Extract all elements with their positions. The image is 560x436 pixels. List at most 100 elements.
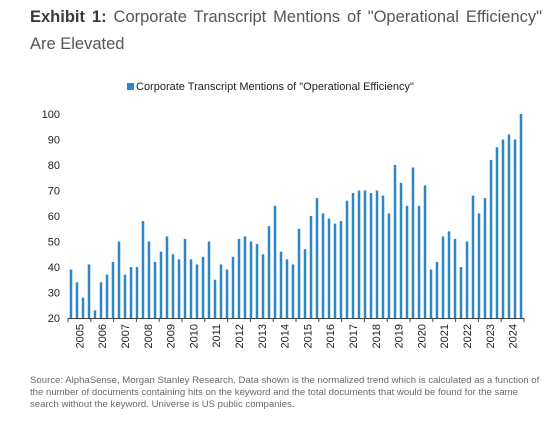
bar [417, 205, 421, 318]
x-tick-label: 2009 [166, 324, 178, 348]
bar [141, 221, 145, 318]
bar [171, 254, 175, 318]
bar [489, 159, 493, 318]
bar [363, 190, 367, 318]
bar [195, 264, 199, 318]
bar [237, 238, 241, 318]
bar [165, 236, 169, 318]
x-tick-label: 2012 [234, 324, 246, 348]
bar [441, 236, 445, 318]
bar [183, 238, 187, 318]
y-tick-label: 20 [48, 313, 60, 325]
y-tick-label: 80 [48, 160, 60, 172]
bar [321, 213, 325, 318]
bar [429, 269, 433, 318]
x-axis: 2005 2006 2007 2008 2009 2010 2011 2012 2013 2014… [67, 318, 525, 348]
bar [255, 244, 259, 318]
bar [249, 241, 253, 318]
bar-chart: Corporate Transcript Mentions of "Operat… [42, 81, 525, 348]
x-tick-label: 2015 [302, 324, 314, 348]
bar [345, 200, 349, 318]
bar [315, 198, 319, 318]
bar [291, 264, 295, 318]
bar [393, 165, 397, 318]
bar [405, 205, 409, 318]
bar [87, 264, 91, 318]
bar [189, 259, 193, 318]
bar [483, 198, 487, 318]
bar [309, 216, 313, 318]
bar [513, 139, 517, 318]
x-tick-label: 2005 [74, 324, 86, 348]
bar [411, 167, 415, 318]
exhibit-label: Exhibit 1: [30, 8, 107, 26]
bar [357, 190, 361, 318]
bar [369, 193, 373, 318]
bar [153, 261, 157, 318]
bar [213, 279, 217, 318]
bar [105, 274, 109, 318]
bar [519, 114, 523, 318]
x-tick-label: 2023 [485, 324, 497, 348]
x-tick-label: 2006 [97, 324, 109, 348]
bar-series [69, 114, 523, 318]
x-tick-label: 2020 [416, 324, 428, 348]
x-tick-label: 2022 [462, 324, 474, 348]
y-tick-label: 30 [48, 288, 60, 300]
bar [465, 241, 469, 318]
bar [387, 213, 391, 318]
x-tick-label: 2010 [188, 324, 200, 348]
x-tick-label: 2016 [325, 324, 337, 348]
bar [261, 254, 265, 318]
bar [207, 241, 211, 318]
y-tick-label: 100 [42, 109, 60, 121]
bar [285, 259, 289, 318]
bar [333, 223, 337, 318]
bar [447, 231, 451, 318]
x-tick-label: 2007 [120, 324, 132, 348]
x-tick-label: 2018 [371, 324, 383, 348]
source-note: Source: AlphaSense, Morgan Stanley Resea… [30, 375, 540, 410]
bar [117, 241, 121, 318]
y-tick-label: 60 [48, 211, 60, 223]
bar [177, 259, 181, 318]
bar [123, 274, 127, 318]
bar [435, 261, 439, 318]
x-tick-label: 2008 [143, 324, 155, 348]
x-tick-label: 2021 [439, 324, 451, 348]
exhibit-title: Exhibit 1: Corporate Transcript Mentions… [30, 4, 542, 58]
y-tick-label: 90 [48, 135, 60, 147]
bar [129, 267, 133, 318]
bar [459, 267, 463, 318]
y-tick-label: 50 [48, 237, 60, 249]
chart-legend: Corporate Transcript Mentions of "Operat… [127, 81, 414, 93]
bar [225, 269, 229, 318]
bar [375, 190, 379, 318]
legend-swatch [127, 83, 134, 90]
bar [423, 185, 427, 318]
bar [159, 251, 163, 318]
legend-label: Corporate Transcript Mentions of "Operat… [136, 81, 414, 93]
bar [93, 310, 97, 318]
bar [273, 205, 277, 318]
bar [81, 297, 85, 318]
bar [453, 238, 457, 318]
bar [219, 264, 223, 318]
bar [135, 267, 139, 318]
bar [351, 193, 355, 318]
bar [471, 195, 475, 318]
bar [495, 147, 499, 318]
x-tick-label: 2013 [257, 324, 269, 348]
bar [231, 256, 235, 318]
x-tick-label: 2019 [394, 324, 406, 348]
bar [111, 261, 115, 318]
y-axis: 20 30 40 50 60 70 80 90 100 [42, 109, 60, 325]
bar [501, 139, 505, 318]
y-tick-label: 70 [48, 186, 60, 198]
bar [381, 195, 385, 318]
bar [243, 236, 247, 318]
bar [147, 241, 151, 318]
x-tick-label: 2017 [348, 324, 360, 348]
bar [267, 226, 271, 318]
bar [69, 269, 73, 318]
